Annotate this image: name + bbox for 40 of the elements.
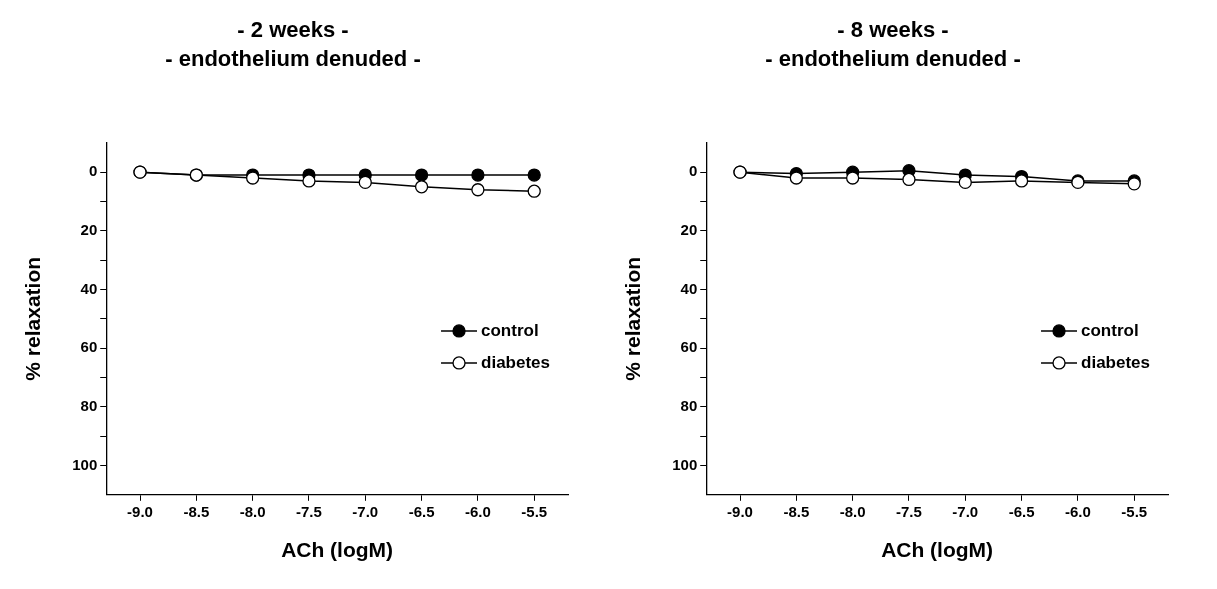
legend-label: control xyxy=(481,320,539,340)
x-tick-label: -5.5 xyxy=(521,502,548,520)
legend-label: diabetes xyxy=(1081,352,1151,372)
x-tick-label: -7.5 xyxy=(896,502,922,520)
legend-label: diabetes xyxy=(481,352,551,372)
y-tick-label: 20 xyxy=(680,220,698,238)
y-tick-label: 80 xyxy=(80,396,98,414)
x-tick-label: -6.5 xyxy=(408,502,435,520)
x-axis-title: ACh (logM) xyxy=(281,538,394,562)
x-tick-label: -8.0 xyxy=(839,502,866,520)
x-tick-label: -8.5 xyxy=(183,502,210,520)
x-tick-label: -9.0 xyxy=(727,502,753,520)
chart-subtitle: - endothelium denuded - xyxy=(765,45,1021,71)
x-tick-label: -8.5 xyxy=(783,502,810,520)
x-tick-label: -7.0 xyxy=(952,502,979,520)
x-tick-label: -5.5 xyxy=(1121,502,1148,520)
x-tick-label: -6.5 xyxy=(1008,502,1035,520)
chart-subtitle: - endothelium denuded - xyxy=(165,45,421,71)
x-tick-label: -7.5 xyxy=(296,502,322,520)
y-tick-label: 100 xyxy=(672,455,698,473)
x-axis-title: ACh (logM) xyxy=(881,538,994,562)
chart-title: - 2 weeks - xyxy=(237,17,349,43)
x-tick-label: -8.0 xyxy=(239,502,266,520)
legend-label: control xyxy=(1081,320,1139,340)
x-tick-label: -6.0 xyxy=(464,502,491,520)
x-tick-label: -7.0 xyxy=(352,502,379,520)
y-axis-title: % relaxation xyxy=(621,256,645,381)
y-tick-label: 60 xyxy=(80,338,98,356)
x-tick-label: -9.0 xyxy=(127,502,153,520)
y-tick-label: 0 xyxy=(688,162,698,180)
x-tick-label: -6.0 xyxy=(1064,502,1091,520)
chart-title: - 8 weeks - xyxy=(837,17,949,43)
y-tick-label: 0 xyxy=(88,162,98,180)
y-tick-label: 80 xyxy=(680,396,698,414)
y-tick-label: 40 xyxy=(680,279,698,297)
y-tick-label: 40 xyxy=(80,279,98,297)
y-tick-label: 20 xyxy=(80,220,98,238)
y-tick-label: 100 xyxy=(72,455,98,473)
y-tick-label: 60 xyxy=(680,338,698,356)
y-axis-title: % relaxation xyxy=(21,256,45,381)
